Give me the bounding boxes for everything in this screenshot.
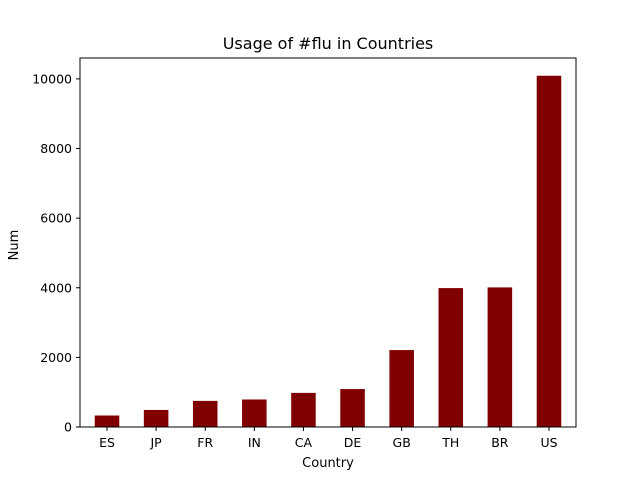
bar-de (340, 389, 365, 427)
bar-th (438, 288, 464, 427)
bar-us (536, 75, 562, 427)
x-tick-label: IN (248, 435, 261, 450)
x-tick-label: ES (99, 435, 115, 450)
bar-br (487, 287, 513, 427)
x-tick-label: CA (295, 435, 313, 450)
bar-fr (192, 400, 218, 427)
x-tick-label: BR (491, 435, 509, 450)
y-tick-label: 4000 (40, 280, 72, 295)
x-axis-label: Country (302, 456, 354, 471)
plot-area: 0 2000 4000 6000 8000 10000 ES JP FR IN CA DE GB TH BR… (32, 57, 577, 450)
x-tick-label: US (540, 435, 557, 450)
plot-frame (79, 57, 577, 428)
bar-ca (291, 392, 316, 427)
y-axis-label: Num (7, 230, 22, 261)
chart-title: Usage of #flu in Countries (223, 34, 434, 53)
y-tick-label: 0 (64, 420, 72, 435)
x-tick-label: GB (393, 435, 411, 450)
bar-jp (143, 409, 169, 427)
y-tick-label: 6000 (40, 211, 72, 226)
y-tick-label: 8000 (40, 141, 72, 156)
x-tick-label: DE (344, 435, 362, 450)
bar-gb (389, 350, 414, 427)
x-tick-label: JP (150, 435, 163, 450)
x-tick-label: FR (197, 435, 213, 450)
y-tick-label: 10000 (32, 71, 72, 86)
bar-es (94, 415, 120, 427)
bar-in (242, 399, 267, 427)
y-tick-label: 2000 (40, 350, 72, 365)
x-tick-label: TH (441, 435, 459, 450)
